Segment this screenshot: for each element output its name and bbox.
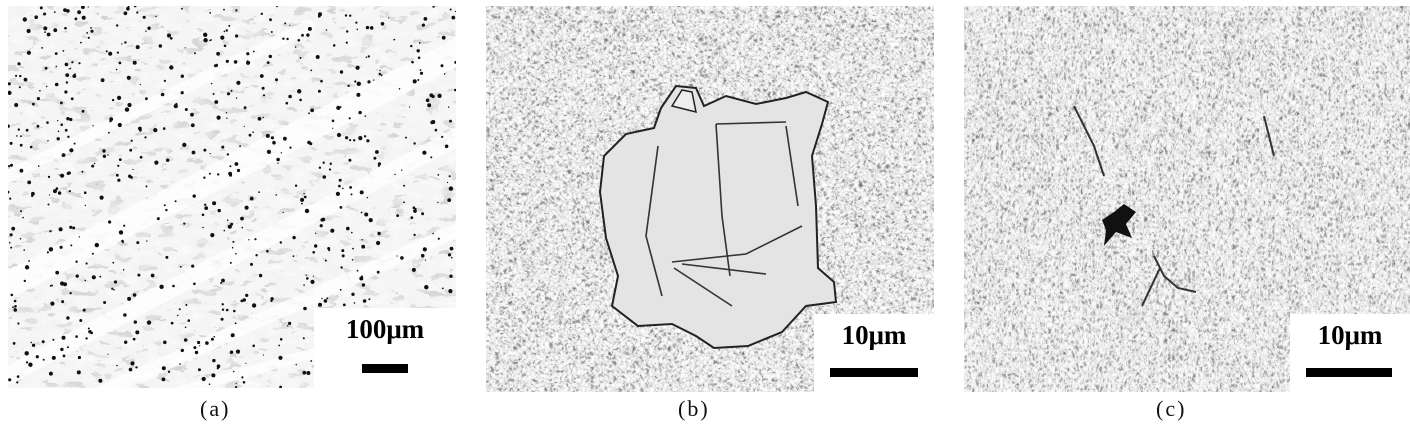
micrograph-a bbox=[8, 6, 456, 388]
caption-c: (c) bbox=[1156, 396, 1187, 421]
scale-label-b: 10μm bbox=[841, 320, 907, 350]
scale-label-c: 10μm bbox=[1317, 320, 1383, 350]
panel-a: 100μm bbox=[8, 6, 456, 388]
scale-bar-a bbox=[362, 364, 408, 373]
scale-bar-b bbox=[830, 368, 918, 377]
scale-box-a: 100μm bbox=[314, 308, 456, 388]
caption-b: (b) bbox=[678, 396, 710, 421]
eutectic-texture bbox=[486, 6, 934, 392]
scale-bar-c bbox=[1306, 368, 1392, 377]
dendrite-texture bbox=[8, 6, 456, 388]
caption-a: (a) bbox=[200, 396, 231, 421]
panel-b: 10μm bbox=[486, 6, 934, 392]
panel-c: 10μm bbox=[964, 6, 1410, 392]
scale-box-c: 10μm bbox=[1290, 314, 1410, 392]
scale-box-b: 10μm bbox=[814, 314, 934, 392]
scale-label-a: 100μm bbox=[345, 314, 425, 344]
